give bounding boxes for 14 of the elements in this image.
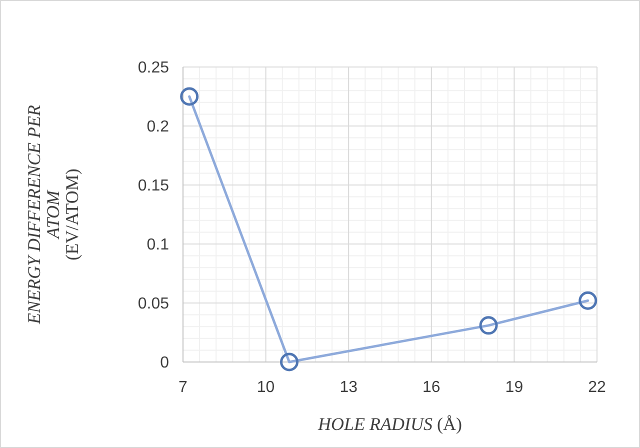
x-tick-label: 16 [422, 379, 440, 396]
x-tick-label: 13 [340, 379, 358, 396]
y-tick-label: 0.25 [138, 60, 170, 77]
x-tick-label: 10 [256, 379, 275, 396]
y-axis-title: ENERGY DIFFERENCE PER ATOM (EV/ATOM) [24, 105, 82, 325]
x-tick-label: 7 [178, 379, 188, 396]
x-tick-label: 22 [588, 379, 606, 396]
x-tick-label: 19 [505, 379, 524, 396]
x-axis-title: HOLE RADIUS (Å) [317, 414, 462, 434]
y-tick-label: 0.2 [146, 118, 170, 136]
y-tick-label: 0.1 [146, 236, 170, 254]
y-tick-label: 0 [160, 354, 170, 372]
y-tick-label: 0.05 [138, 296, 170, 313]
y-tick-label: 0.15 [138, 178, 170, 195]
